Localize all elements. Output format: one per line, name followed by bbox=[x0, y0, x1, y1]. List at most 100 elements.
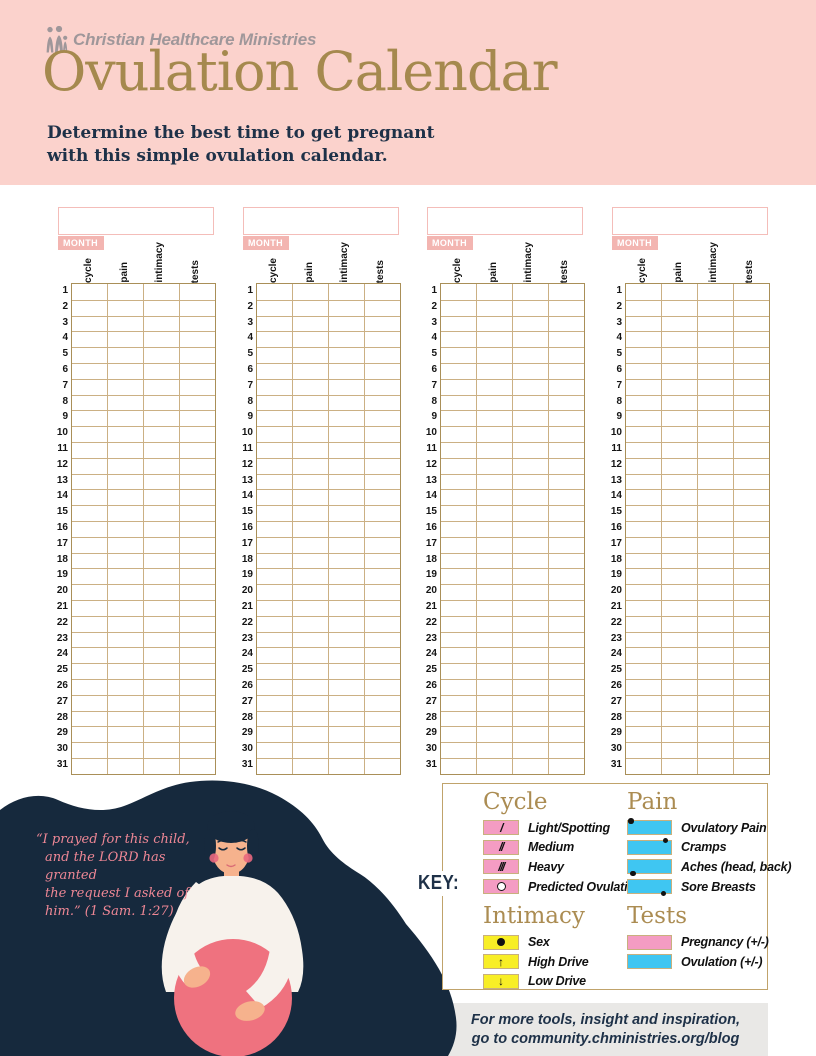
grid-cell-pain[interactable] bbox=[292, 695, 328, 711]
grid-cell-intimacy[interactable] bbox=[328, 537, 364, 553]
grid-cell-cycle[interactable] bbox=[441, 633, 476, 648]
grid-cell-pain[interactable] bbox=[476, 363, 512, 379]
grid-cell-cycle[interactable] bbox=[72, 569, 107, 584]
grid-cell-intimacy[interactable] bbox=[512, 758, 548, 774]
grid-cell-intimacy[interactable] bbox=[143, 379, 179, 395]
grid-cell-cycle[interactable] bbox=[257, 664, 292, 679]
grid-cell-cycle[interactable] bbox=[626, 380, 661, 395]
grid-cell-intimacy[interactable] bbox=[328, 616, 364, 632]
grid-cell-tests[interactable] bbox=[179, 695, 215, 711]
grid-cell-intimacy[interactable] bbox=[143, 411, 179, 427]
grid-cell-tests[interactable] bbox=[364, 411, 400, 427]
grid-cell-pain[interactable] bbox=[476, 600, 512, 616]
grid-cell-intimacy[interactable] bbox=[512, 332, 548, 348]
grid-cell-pain[interactable] bbox=[476, 743, 512, 758]
grid-cell-tests[interactable] bbox=[548, 679, 584, 695]
grid-cell-intimacy[interactable] bbox=[328, 679, 364, 695]
grid-cell-tests[interactable] bbox=[179, 743, 215, 758]
month-input[interactable] bbox=[612, 207, 768, 235]
grid-cell-cycle[interactable] bbox=[257, 317, 292, 332]
grid-cell-pain[interactable] bbox=[292, 490, 328, 506]
grid-cell-intimacy[interactable] bbox=[328, 758, 364, 774]
grid-cell-cycle[interactable] bbox=[257, 475, 292, 490]
grid-cell-pain[interactable] bbox=[292, 411, 328, 427]
grid-cell-cycle[interactable] bbox=[626, 680, 661, 695]
grid-cell-pain[interactable] bbox=[107, 616, 143, 632]
grid-cell-cycle[interactable] bbox=[257, 585, 292, 600]
grid-cell-tests[interactable] bbox=[733, 442, 769, 458]
grid-cell-cycle[interactable] bbox=[257, 743, 292, 758]
grid-cell-pain[interactable] bbox=[661, 679, 697, 695]
grid-cell-intimacy[interactable] bbox=[328, 395, 364, 411]
grid-cell-intimacy[interactable] bbox=[697, 458, 733, 474]
grid-cell-cycle[interactable] bbox=[257, 490, 292, 505]
grid-cell-tests[interactable] bbox=[364, 316, 400, 332]
grid-cell-tests[interactable] bbox=[179, 395, 215, 411]
grid-cell-intimacy[interactable] bbox=[697, 348, 733, 363]
grid-cell-cycle[interactable] bbox=[441, 506, 476, 521]
grid-cell-pain[interactable] bbox=[292, 316, 328, 332]
grid-cell-cycle[interactable] bbox=[626, 348, 661, 363]
grid-cell-cycle[interactable] bbox=[72, 364, 107, 379]
grid-cell-pain[interactable] bbox=[476, 427, 512, 442]
grid-cell-pain[interactable] bbox=[661, 379, 697, 395]
grid-cell-tests[interactable] bbox=[179, 316, 215, 332]
grid-cell-intimacy[interactable] bbox=[697, 679, 733, 695]
grid-cell-tests[interactable] bbox=[733, 679, 769, 695]
grid-cell-pain[interactable] bbox=[661, 411, 697, 427]
grid-cell-intimacy[interactable] bbox=[143, 758, 179, 774]
grid-cell-pain[interactable] bbox=[292, 758, 328, 774]
grid-cell-pain[interactable] bbox=[107, 711, 143, 727]
grid-cell-intimacy[interactable] bbox=[512, 743, 548, 758]
grid-cell-cycle[interactable] bbox=[257, 712, 292, 727]
grid-cell-tests[interactable] bbox=[364, 427, 400, 442]
grid-cell-intimacy[interactable] bbox=[328, 316, 364, 332]
grid-cell-intimacy[interactable] bbox=[143, 632, 179, 648]
grid-cell-pain[interactable] bbox=[107, 632, 143, 648]
grid-cell-pain[interactable] bbox=[107, 521, 143, 537]
grid-cell-intimacy[interactable] bbox=[512, 553, 548, 569]
grid-cell-pain[interactable] bbox=[661, 427, 697, 442]
grid-cell-intimacy[interactable] bbox=[143, 711, 179, 727]
grid-cell-cycle[interactable] bbox=[626, 601, 661, 616]
grid-cell-pain[interactable] bbox=[292, 332, 328, 348]
grid-cell-cycle[interactable] bbox=[257, 348, 292, 363]
grid-cell-tests[interactable] bbox=[548, 695, 584, 711]
grid-cell-pain[interactable] bbox=[107, 316, 143, 332]
grid-cell-cycle[interactable] bbox=[441, 712, 476, 727]
grid-cell-tests[interactable] bbox=[548, 300, 584, 316]
grid-cell-intimacy[interactable] bbox=[512, 506, 548, 521]
grid-cell-intimacy[interactable] bbox=[328, 648, 364, 664]
grid-cell-tests[interactable] bbox=[179, 458, 215, 474]
grid-cell-pain[interactable] bbox=[292, 300, 328, 316]
grid-cell-intimacy[interactable] bbox=[143, 442, 179, 458]
grid-cell-intimacy[interactable] bbox=[697, 585, 733, 600]
grid-cell-pain[interactable] bbox=[661, 758, 697, 774]
grid-cell-tests[interactable] bbox=[548, 506, 584, 521]
grid-cell-cycle[interactable] bbox=[626, 427, 661, 442]
grid-cell-pain[interactable] bbox=[292, 506, 328, 521]
grid-cell-intimacy[interactable] bbox=[328, 585, 364, 600]
grid-cell-intimacy[interactable] bbox=[697, 711, 733, 727]
grid-cell-cycle[interactable] bbox=[441, 396, 476, 411]
grid-cell-intimacy[interactable] bbox=[143, 695, 179, 711]
grid-cell-pain[interactable] bbox=[476, 553, 512, 569]
grid-cell-pain[interactable] bbox=[476, 300, 512, 316]
grid-cell-intimacy[interactable] bbox=[143, 600, 179, 616]
grid-cell-pain[interactable] bbox=[107, 442, 143, 458]
grid-cell-pain[interactable] bbox=[107, 585, 143, 600]
grid-cell-cycle[interactable] bbox=[72, 332, 107, 347]
grid-cell-pain[interactable] bbox=[661, 553, 697, 569]
grid-cell-intimacy[interactable] bbox=[512, 300, 548, 316]
grid-cell-pain[interactable] bbox=[661, 727, 697, 743]
grid-cell-intimacy[interactable] bbox=[512, 727, 548, 743]
grid-cell-intimacy[interactable] bbox=[328, 553, 364, 569]
grid-cell-tests[interactable] bbox=[733, 616, 769, 632]
grid-cell-tests[interactable] bbox=[364, 506, 400, 521]
grid-cell-tests[interactable] bbox=[364, 600, 400, 616]
grid-cell-cycle[interactable] bbox=[257, 284, 292, 300]
grid-cell-tests[interactable] bbox=[548, 395, 584, 411]
grid-cell-pain[interactable] bbox=[292, 474, 328, 490]
grid-cell-intimacy[interactable] bbox=[143, 474, 179, 490]
grid-cell-pain[interactable] bbox=[107, 490, 143, 506]
